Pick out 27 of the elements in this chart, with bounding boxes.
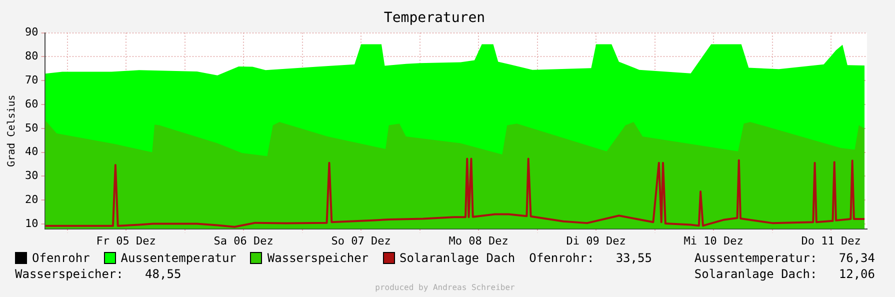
y-tick-label: 60 xyxy=(24,97,38,110)
x-tick-label: Mi 10 Dez xyxy=(684,234,744,248)
y-tick-label: 70 xyxy=(24,73,38,86)
x-tick-label: Di 09 Dez xyxy=(566,234,626,248)
x-tick-label: Fr 05 Dez xyxy=(96,234,156,248)
y-tick-label: 10 xyxy=(24,216,38,230)
text: produced by Andreas Schreiber xyxy=(374,282,516,294)
chart-title: Temperaturen xyxy=(384,10,486,26)
y-tick-label: 20 xyxy=(24,192,38,206)
text: Solaranlage Dach: 12,06 xyxy=(694,266,875,282)
x-tick-label: Sa 06 Dez xyxy=(214,234,274,248)
legend-label: Ofenrohr xyxy=(32,250,90,266)
legend-label: Solaranlage Dach xyxy=(400,250,516,266)
text: Aussentemperatur: 76,34 xyxy=(694,250,875,266)
legend-label: Aussentemperatur xyxy=(120,250,236,266)
x-tick-label: Do 11 Dez xyxy=(801,234,861,248)
y-tick-label: 50 xyxy=(24,121,38,134)
text: Wasserspeicher: 48,55 xyxy=(15,266,182,282)
y-tick-label: 80 xyxy=(24,50,38,63)
y-tick-label: 90 xyxy=(24,26,38,39)
y-axis-title: Grad Celsius xyxy=(6,94,18,167)
x-tick-label: Mo 08 Dez xyxy=(448,234,508,248)
series-label: Wasserspeicher xyxy=(267,250,369,266)
text: Ofenrohr: 33,55 xyxy=(529,250,652,266)
y-tick-label: 40 xyxy=(24,145,38,158)
x-tick-label: So 07 Dez xyxy=(331,234,391,248)
y-tick-label: 30 xyxy=(24,169,38,182)
